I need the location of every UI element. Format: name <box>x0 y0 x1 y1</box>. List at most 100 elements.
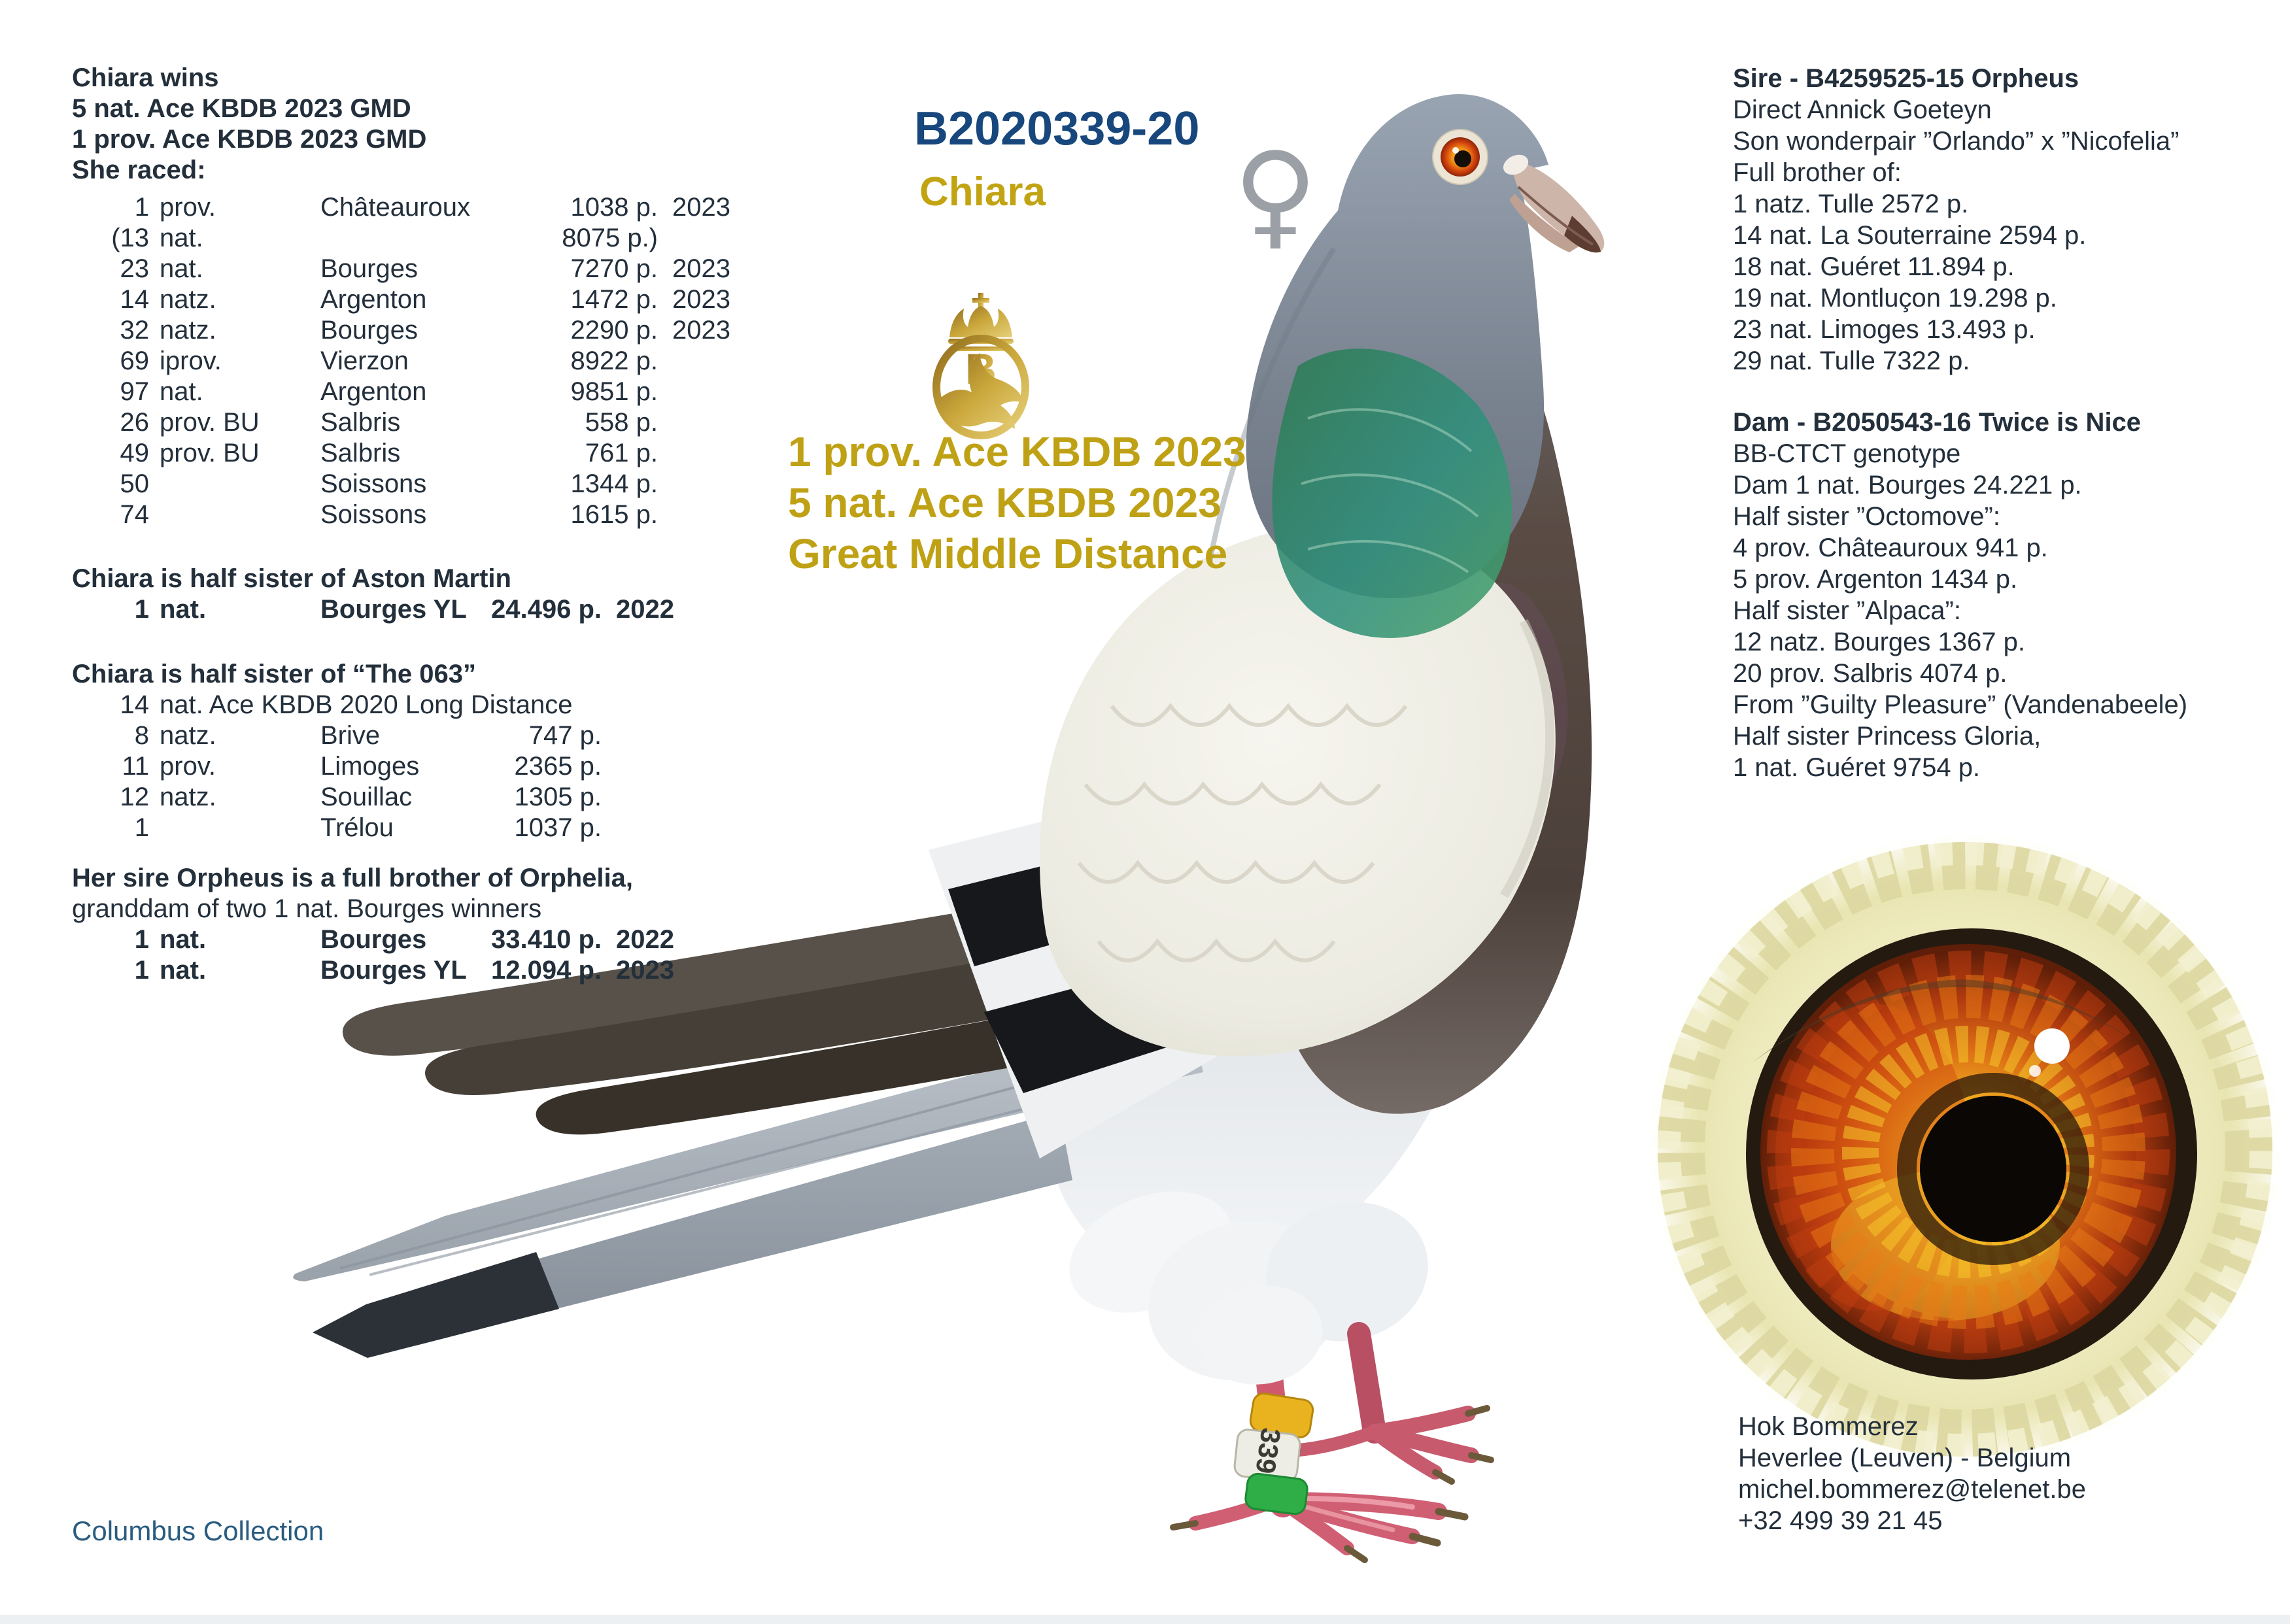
result-year: 2023 <box>672 254 730 283</box>
dam-line: Dam 1 nat. Bourges 24.221 p. <box>1733 471 2082 499</box>
result-position: (13 <box>111 224 149 252</box>
result-points: 747 p. <box>528 721 602 750</box>
result-year: 2022 <box>616 595 674 624</box>
result-year <box>602 813 616 843</box>
result-position: 14 <box>120 690 150 719</box>
result-category: prov. <box>160 193 216 222</box>
result-category: natz. <box>160 285 216 314</box>
race-result-row: (13 nat. 8075 p.) <box>72 223 772 254</box>
dam-line: BB-CTCT genotype <box>1733 439 1961 468</box>
dam-line: 1 nat. Guéret 9754 p. <box>1733 753 1981 782</box>
result-race: Soissons <box>320 500 427 529</box>
result-points: 8922 p. <box>570 347 658 375</box>
sire-line: 23 nat. Limoges 13.493 p. <box>1733 315 2036 344</box>
pigeon-beak <box>1503 154 1605 253</box>
intro-line: She raced: <box>72 156 206 184</box>
race-result-row: 97 nat. Argenton 9851 p. <box>72 377 772 407</box>
dove-icon <box>938 353 1024 429</box>
race-result-row: 12 natz. Souillac 1305 p. <box>72 782 772 813</box>
sire-line: Son wonderpair ”Orlando” x ”Nicofelia” <box>1733 127 2179 156</box>
result-race: Salbris <box>320 408 401 437</box>
race-result-row: 11 prov. Limoges 2365 p. <box>72 751 772 782</box>
result-points: 1037 p. <box>514 813 602 842</box>
sire-line: 29 nat. Tulle 7322 p. <box>1733 347 1970 375</box>
race-result-row: 26 prov. BU Salbris 558 p. <box>72 407 772 438</box>
dam-line: 4 prov. Châteauroux 941 p. <box>1733 533 2048 562</box>
intro-line: 5 nat. Ace KBDB 2023 GMD <box>72 94 411 123</box>
result-position: 26 <box>120 408 150 437</box>
intro-line: 1 prov. Ace KBDB 2023 GMD <box>72 125 427 154</box>
contact-line: +32 499 39 21 45 <box>1738 1506 1943 1535</box>
page-bottom-edge <box>0 1615 2290 1624</box>
award-line: 5 nat. Ace KBDB 2023 <box>788 479 1222 526</box>
result-position: 69 <box>120 347 150 375</box>
pigeon-near-foot <box>1170 1492 1469 1563</box>
intro-line: Chiara wins <box>72 63 219 92</box>
result-race: Limoges <box>320 752 420 781</box>
result-position: 50 <box>120 469 150 498</box>
contact-line: Heverlee (Leuven) - Belgium <box>1738 1444 2072 1472</box>
result-category: natz. <box>160 783 216 811</box>
result-position: 1 <box>134 595 149 624</box>
race-result-row: 49 prov. BU Salbris 761 p. <box>72 438 772 469</box>
result-year: 2023 <box>672 193 730 222</box>
section-the-063: Chiara is half sister of “The 063” 14 na… <box>72 659 772 843</box>
result-category: nat. <box>160 925 207 954</box>
sire-line: 1 natz. Tulle 2572 p. <box>1733 190 1969 218</box>
result-race: Bourges <box>320 316 418 345</box>
result-points: 24.496 p. <box>490 595 602 624</box>
result-points: 761 p. <box>585 439 658 467</box>
section-title: Chiara is half sister of Aston Martin <box>72 564 511 593</box>
result-race: Trélou <box>320 813 394 842</box>
result-year <box>602 720 616 751</box>
award-lines: 1 prov. Ace KBDB 2023 5 nat. Ace KBDB 202… <box>788 426 1246 579</box>
result-year <box>658 469 672 499</box>
result-race: Châteauroux <box>320 193 471 222</box>
result-year <box>658 377 672 407</box>
result-points: 1038 p. <box>570 193 658 222</box>
result-position: 74 <box>120 500 150 529</box>
result-year: 2023 <box>672 285 730 314</box>
intro-headings: Chiara wins 5 nat. Ace KBDB 2023 GMD 1 pro… <box>72 63 772 186</box>
result-category: nat. <box>160 254 203 283</box>
dam-line: Half sister ”Octomove”: <box>1733 502 2000 531</box>
result-category: prov. BU <box>160 439 260 467</box>
result-points: 2365 p. <box>514 752 602 781</box>
result-race: Argenton <box>320 285 427 314</box>
dam-line: From ”Guilty Pleasure” (Vandenabeele) <box>1733 690 2188 719</box>
result-points: 9851 p. <box>570 377 658 406</box>
leg-rings: 339 <box>1233 1392 1314 1515</box>
result-points: 1344 p. <box>570 469 658 498</box>
race-result-row: 32 natz. Bourges 2290 p. 2023 <box>72 315 772 346</box>
result-race: Salbris <box>320 439 401 467</box>
result-category: nat. <box>160 224 203 252</box>
result-year <box>658 438 672 469</box>
result-year <box>602 782 616 813</box>
sire-line: Full brother of: <box>1733 158 1902 187</box>
result-race: Bourges YL <box>320 595 467 624</box>
sire-line: 18 nat. Guéret 11.894 p. <box>1733 252 2015 281</box>
ring-number-text: 339 <box>1250 1426 1286 1476</box>
race-results-table: 1 prov. Châteauroux 1038 p. 2023 (13 nat… <box>72 192 772 530</box>
section-aston-martin: Chiara is half sister of Aston Martin 1 … <box>72 564 772 625</box>
dam-line: 12 natz. Bourges 1367 p. <box>1733 628 2025 656</box>
female-symbol-icon: ♀ <box>1233 127 1318 262</box>
race-result-row: 1 nat. Bourges YL 24.496 p. 2022 <box>72 594 772 625</box>
pigeon-eye <box>1432 129 1488 185</box>
section-subtitle: granddam of two 1 nat. Bourges winners <box>72 894 542 923</box>
result-category <box>149 499 313 530</box>
brand-name: Columbus Collection <box>72 1515 324 1546</box>
result-race: Souillac <box>320 783 413 811</box>
race-result-row: 1 nat. Bourges 33.410 p. 2022 <box>72 924 772 955</box>
result-race: Brive <box>320 721 381 750</box>
section-sire-note: Her sire Orpheus is a full brother of Or… <box>72 863 772 986</box>
race-result-row: 69 iprov. Vierzon 8922 p. <box>72 346 772 377</box>
result-category <box>149 813 313 843</box>
result-category: prov. BU <box>160 408 260 437</box>
result-points: 12.094 p. <box>490 956 602 985</box>
ring-number: B2020339-20 <box>914 103 1200 155</box>
contact-block: Hok Bommerez Heverlee (Leuven) - Belgium m… <box>1738 1411 2086 1536</box>
result-race: Soissons <box>320 469 427 498</box>
result-race: Bourges <box>320 254 418 283</box>
